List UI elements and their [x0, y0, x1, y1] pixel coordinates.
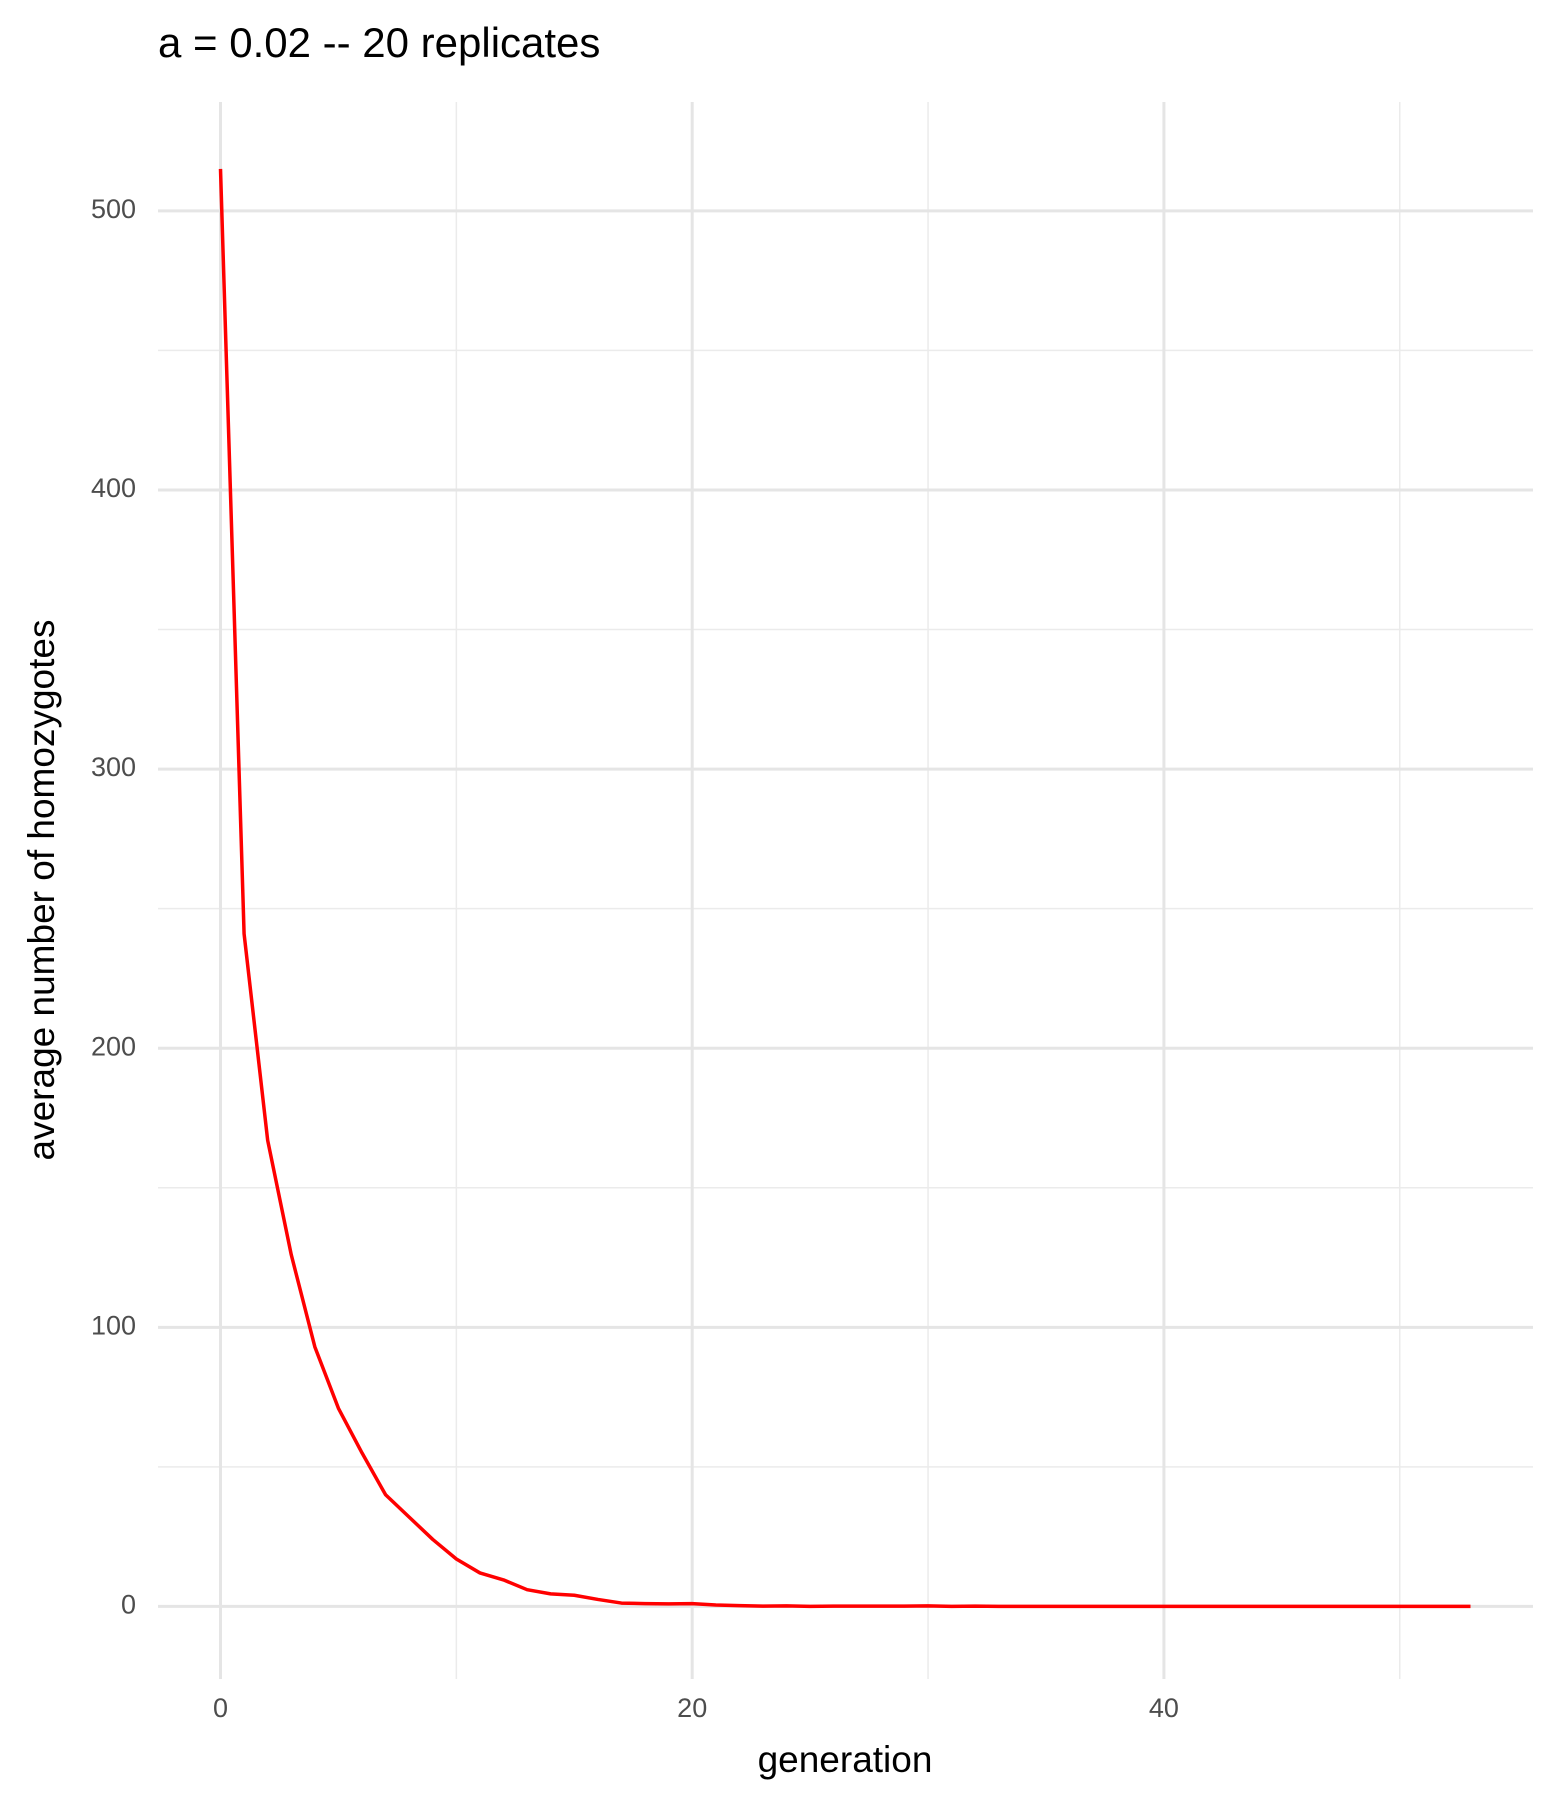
y-tick-label: 400 [91, 473, 136, 503]
y-tick-label: 100 [91, 1310, 136, 1340]
y-tick-label: 0 [121, 1590, 136, 1620]
y-tick-label: 200 [91, 1031, 136, 1061]
data-line [218, 168, 1471, 1609]
x-tick-label: 20 [677, 1693, 707, 1723]
x-tick-label: 0 [213, 1693, 228, 1723]
y-axis-title: average number of homozygotes [21, 620, 62, 1161]
x-tick-label: 40 [1149, 1693, 1179, 1723]
chart-title: a = 0.02 -- 20 replicates [158, 19, 600, 66]
y-tick-label: 500 [91, 194, 136, 224]
x-axis-title: generation [758, 1739, 933, 1780]
y-tick-label: 300 [91, 752, 136, 782]
